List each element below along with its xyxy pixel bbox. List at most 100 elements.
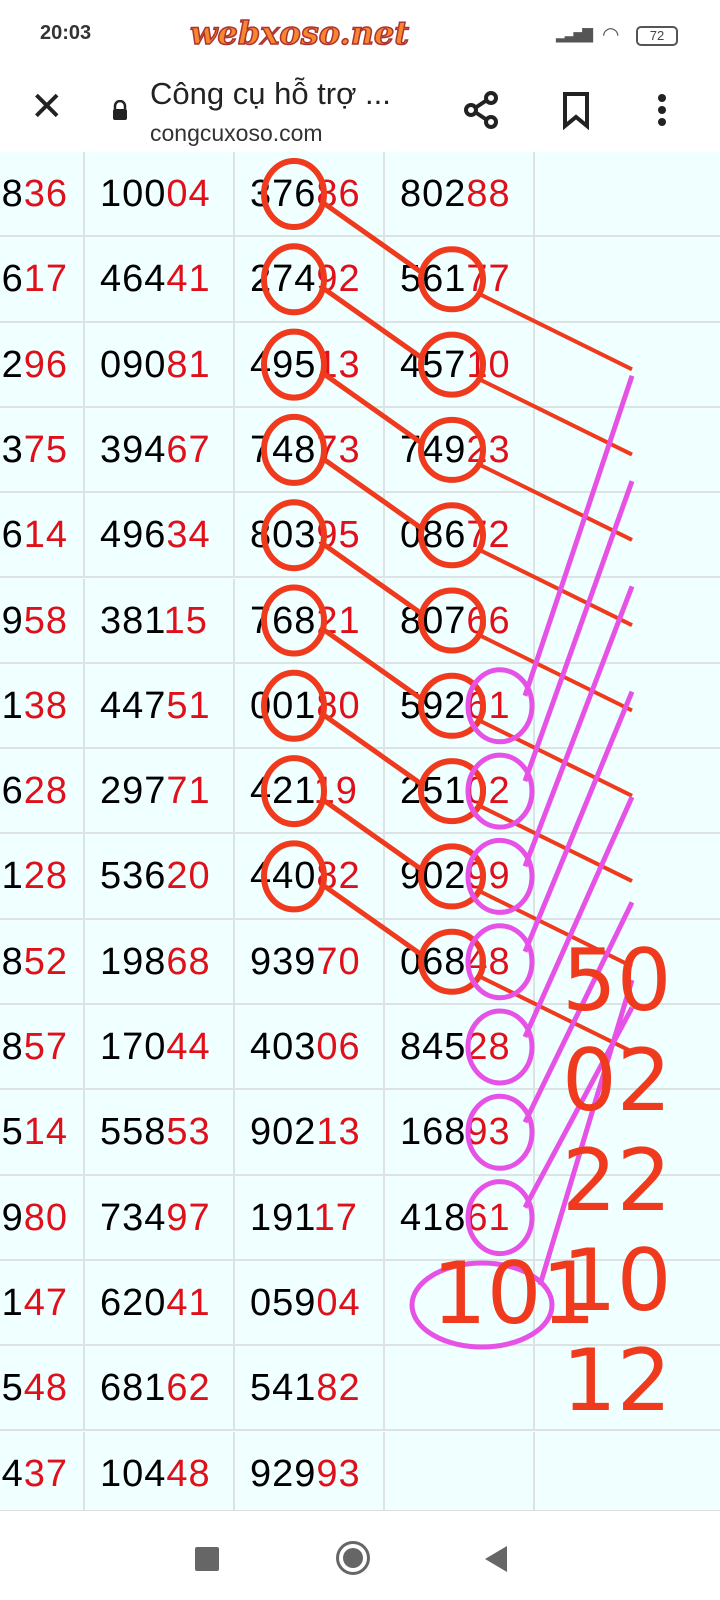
number-prefix: 902 <box>400 855 467 898</box>
table-cell <box>535 323 720 408</box>
number-prefix: 297 <box>100 770 167 813</box>
bookmark-icon[interactable] <box>555 88 599 132</box>
number-suffix: 36 <box>23 173 68 215</box>
results-table: 836 10004 37686 80288 617 46441 27492 56177 296 0… <box>0 152 720 1510</box>
triangle-back-icon[interactable] <box>485 1546 507 1572</box>
table-cell: 980 <box>0 1175 85 1261</box>
table-cell: 128 <box>0 834 85 920</box>
number-prefix: 5 <box>1 1367 24 1410</box>
number-prefix: 001 <box>250 684 317 727</box>
table-cell: 93970 <box>235 919 385 1005</box>
number-prefix: 496 <box>100 514 167 557</box>
number-prefix: 8 <box>1 940 24 983</box>
number-prefix: 2 <box>1 343 24 386</box>
number-prefix: 902 <box>250 1111 317 1154</box>
number-prefix: 1 <box>1 684 24 727</box>
number-suffix: 67 <box>166 428 211 471</box>
number-suffix: 58 <box>23 599 68 642</box>
table-cell: 53620 <box>85 834 235 920</box>
table-cell: 68162 <box>85 1346 235 1432</box>
table-cell: 857 <box>0 1005 85 1091</box>
number-suffix: 47 <box>23 1281 68 1324</box>
table-row: 437 10448 92993 <box>0 1431 720 1510</box>
number-suffix: 38 <box>23 684 68 727</box>
number-suffix: 34 <box>166 514 211 557</box>
number-suffix: 73 <box>316 428 361 471</box>
number-prefix: 6 <box>1 770 24 813</box>
number-prefix: 768 <box>250 599 317 642</box>
table-cell: 514 <box>0 1090 85 1176</box>
number-prefix: 1 <box>1 855 24 898</box>
table-cell: 80766 <box>385 578 535 664</box>
number-prefix: 939 <box>250 940 317 983</box>
number-suffix: 93 <box>316 1452 361 1495</box>
table-cell <box>385 1346 535 1432</box>
more-vert-icon[interactable] <box>640 88 684 132</box>
number-prefix: 394 <box>100 428 167 471</box>
number-suffix: 88 <box>466 173 511 215</box>
table-cell <box>385 1431 535 1510</box>
table-row: 138 44751 00180 59261 <box>0 663 720 750</box>
number-prefix: 561 <box>400 258 467 301</box>
number-suffix: 20 <box>166 855 211 898</box>
table-row: 617 46441 27492 56177 <box>0 237 720 323</box>
number-prefix: 9 <box>1 1196 24 1239</box>
table-cell <box>535 749 720 834</box>
table-cell: 74923 <box>385 407 535 494</box>
close-icon[interactable]: ✕ <box>30 85 64 129</box>
share-icon[interactable] <box>460 88 504 132</box>
number-prefix: 198 <box>100 940 167 983</box>
wifi-icon: ◠ <box>602 24 620 46</box>
table-cell <box>385 1260 535 1347</box>
number-prefix: 4 <box>1 1452 24 1495</box>
table-cell: 84528 <box>385 1005 535 1091</box>
number-prefix: 929 <box>250 1452 317 1495</box>
number-prefix: 803 <box>250 514 317 557</box>
table-cell <box>535 1346 720 1431</box>
table-cell: 74873 <box>235 407 385 494</box>
number-suffix: 13 <box>316 343 361 386</box>
number-prefix: 251 <box>400 770 467 813</box>
table-row: 614 49634 80395 08672 <box>0 493 720 579</box>
signal-icon: ▂▃▅▇ <box>556 26 593 42</box>
table-cell: 44082 <box>235 834 385 920</box>
number-prefix: 168 <box>400 1111 467 1154</box>
table-cell: 852 <box>0 919 85 1005</box>
table-cell: 437 <box>0 1431 85 1510</box>
page-url[interactable]: congcuxoso.com <box>150 120 323 146</box>
table-cell: 25102 <box>385 749 535 835</box>
number-suffix: 82 <box>316 1367 361 1410</box>
number-prefix: 6 <box>1 514 24 557</box>
table-cell: 76821 <box>235 578 385 664</box>
number-suffix: 28 <box>23 855 68 898</box>
square-icon[interactable] <box>195 1547 219 1571</box>
number-suffix: 97 <box>166 1196 211 1239</box>
number-suffix: 62 <box>166 1367 211 1410</box>
table-cell: 09081 <box>85 322 235 408</box>
table-row: 548 68162 54182 <box>0 1346 720 1432</box>
table-row: 857 17044 40306 84528 <box>0 1005 720 1091</box>
table-row: 296 09081 49513 45710 <box>0 322 720 408</box>
number-suffix: 81 <box>166 343 211 386</box>
number-suffix: 86 <box>316 173 361 215</box>
table-cell: 37686 <box>235 152 385 238</box>
status-bar: 20:03 webxoso.net ▂▃▅▇ ◠ 72 <box>0 0 720 70</box>
table-cell: 73497 <box>85 1175 235 1261</box>
number-suffix: 80 <box>23 1196 68 1239</box>
table-cell: 55853 <box>85 1090 235 1176</box>
table-cell: 614 <box>0 493 85 579</box>
number-prefix: 274 <box>250 258 317 301</box>
number-prefix: 104 <box>100 1452 167 1495</box>
number-prefix: 376 <box>250 173 317 215</box>
number-suffix: 28 <box>23 770 68 813</box>
table-cell: 296 <box>0 322 85 408</box>
table-cell: 46441 <box>85 237 235 323</box>
number-suffix: 93 <box>466 1111 511 1154</box>
number-prefix: 090 <box>100 343 167 386</box>
number-prefix: 1 <box>1 1281 24 1324</box>
lock-icon <box>113 100 127 120</box>
table-cell: 90299 <box>385 834 535 920</box>
table-cell: 836 <box>0 152 85 238</box>
table-cell <box>535 1005 720 1090</box>
circle-icon[interactable] <box>336 1541 370 1575</box>
